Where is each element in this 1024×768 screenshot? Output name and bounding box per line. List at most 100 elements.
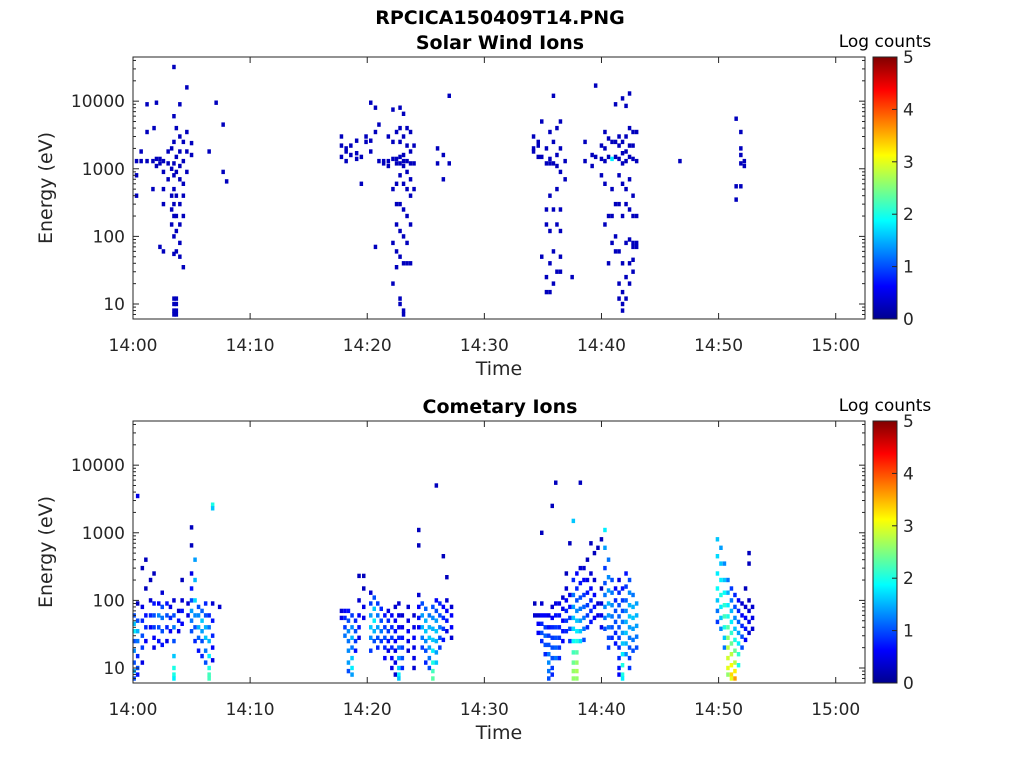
spectrogram-cell [620,630,625,636]
spectrogram-cell [547,625,551,630]
spectrogram-cell [412,161,416,166]
spectrogram-cell [412,613,416,618]
colorbar-tick-label: 4 [903,464,914,484]
spectrogram-cell [561,606,565,611]
spectrogram-cell [551,249,556,254]
spectrogram-cell [729,676,734,681]
spectrogram-cell [172,234,176,239]
spectrogram-cell [185,149,189,154]
spectrogram-cell [558,207,563,212]
spectrogram-cell [178,254,182,259]
spectrogram-cell [578,618,583,623]
spectrogram-cell [174,154,179,160]
spectrogram-cell [221,169,225,175]
spectrogram-cell [543,633,547,638]
spectrogram-cell [196,613,201,618]
x-tick-label: 14:50 [694,700,743,720]
spectrogram-cell [620,608,625,614]
spectrogram-cell [168,615,173,621]
spectrogram-cell [596,545,600,550]
spectrogram-cell [743,626,748,631]
spectrogram-cell [634,213,639,219]
spectrogram-cell [620,261,625,266]
spectrogram-cell [575,668,579,674]
spectrogram-cell [719,615,723,621]
spectrogram-cell [627,645,632,650]
spectrogram-cell [740,623,744,629]
spectrogram-cell [207,653,211,659]
spectrogram-cell [178,163,182,169]
spectrogram-cell [369,138,373,143]
spectrogram-cell [172,676,176,681]
spectrogram-cell [346,648,351,653]
spectrogram-cell [620,619,625,625]
spectrogram-cell [627,614,632,619]
spectrogram-cell [394,161,399,166]
spectrogram-cell [362,586,366,591]
spectrogram-cell [401,207,406,212]
spectrogram-cell [376,635,380,640]
colorbar-label: Log counts [839,396,932,416]
spectrogram-cell [427,665,432,671]
spectrogram-cell [627,603,632,608]
spectrogram-cell [624,652,628,657]
spectrogram-cell [582,637,586,643]
spectrogram-cell [613,154,618,160]
spectrogram-cell [624,598,628,603]
spectrogram-cell [350,655,354,661]
spectrogram-cell [427,655,432,661]
spectrogram-cell [172,139,176,145]
spectrogram-cell [620,652,625,657]
spectrogram-cell [613,608,618,614]
spectrogram-cell [391,240,395,246]
spectrogram-cell [398,173,402,178]
spectrogram-cell [161,186,166,192]
spectrogram-cell [431,660,435,665]
spectrogram-cell [742,158,747,164]
spectrogram-cell [624,134,628,139]
spectrogram-cell [585,577,590,583]
spectrogram-cell [736,641,741,646]
spectrogram-cell [634,623,639,629]
spectrogram-cell [540,613,544,618]
spectrogram-cell [144,557,148,562]
spectrogram-cell [555,125,559,131]
spectrogram-cell [547,660,551,665]
spectrogram-cell [134,193,139,198]
spectrogram-cell [599,613,604,618]
spectrogram-cell [144,638,148,644]
spectrogram-cell [603,580,607,586]
spectrogram-cell [391,139,395,145]
colorbar-label: Log counts [839,32,932,52]
spectrogram-cell [185,129,189,135]
spectrogram-cell [180,621,184,626]
plot-area [133,57,865,319]
spectrogram-cell [447,161,451,166]
spectrogram-cell [540,621,544,626]
spectrogram-cell [169,193,174,198]
spectrogram-cell [571,638,576,644]
spectrogram-cell [369,601,373,606]
spectrogram-cell [617,173,621,178]
spectrogram-cell [350,635,354,640]
spectrogram-cell [550,672,554,677]
spectrogram-cell [174,312,179,317]
spectrogram-cell [550,625,554,630]
x-tick-label: 14:10 [226,336,275,356]
spectrogram-cell [379,638,383,644]
spectrogram-cell [362,573,366,579]
spectrogram-cell [547,613,551,618]
spectrogram-cell [719,592,723,598]
spectrogram-cell [557,655,562,661]
spectrogram-cells [134,64,747,317]
spectrogram-cell [631,269,635,274]
spectrogram-cell [221,122,225,127]
spectrogram-cell [210,618,215,623]
spectrogram-cell [140,604,145,610]
spectrogram-cell [405,186,409,192]
spectrogram-cell [620,672,625,677]
spectrogram-cell [564,571,569,576]
spectrogram-cell [386,608,391,614]
spectrogram-cell [390,655,394,661]
